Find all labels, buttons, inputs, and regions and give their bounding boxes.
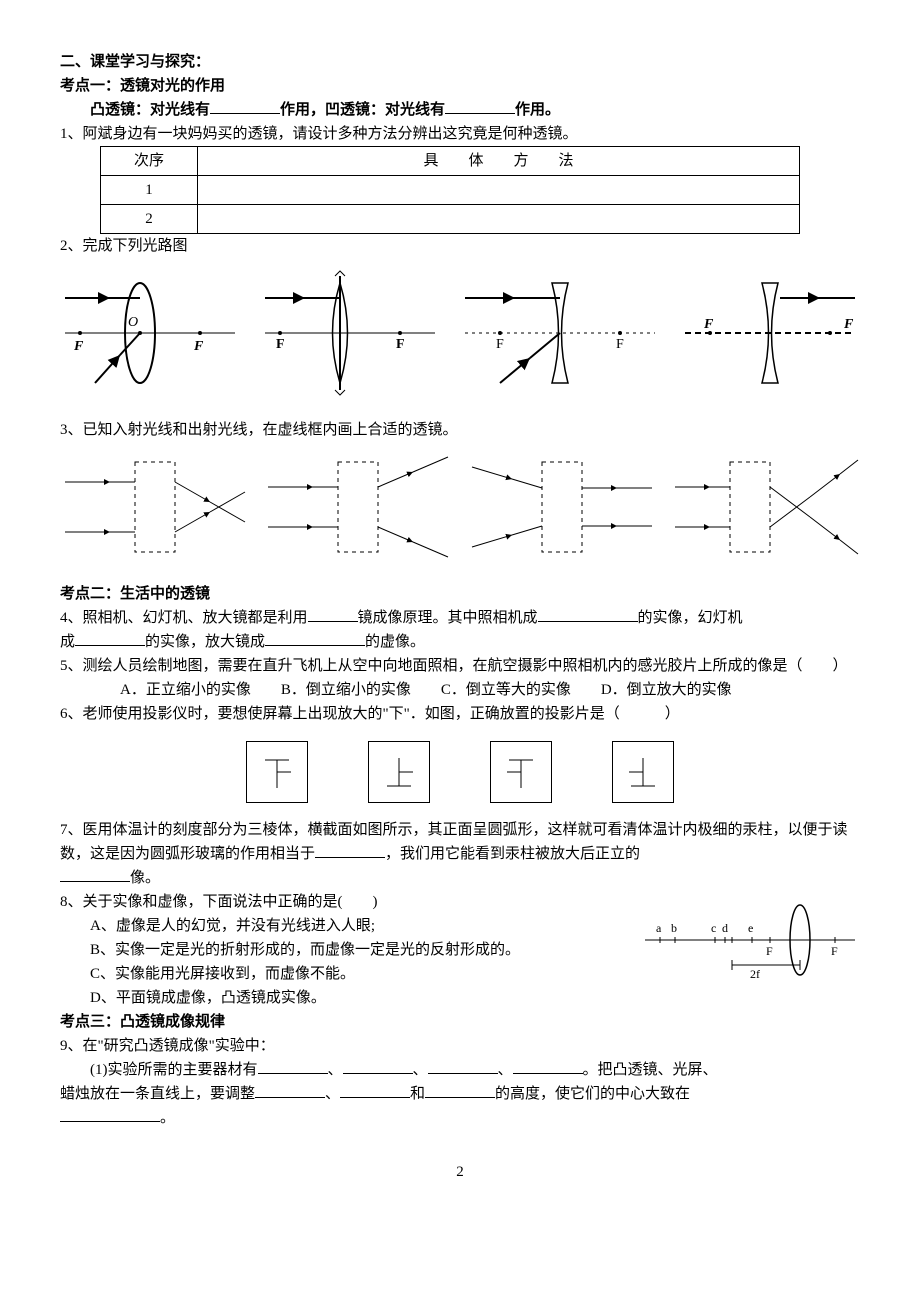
blank [75, 630, 145, 646]
q1: 1、阿斌身边有一块妈妈买的透镜，请设计多种方法分辨出这究竟是何种透镜。 [60, 122, 860, 146]
label-F: F [831, 944, 838, 958]
q7-c: 像。 [130, 870, 160, 886]
page-number: 2 [60, 1160, 860, 1184]
q5: 5、测绘人员绘制地图，需要在直升飞机上从空中向地面照相，在航空摄影中照相机内的感… [60, 654, 860, 678]
kp1-title: 考点一：透镜对光的作用 [60, 74, 860, 98]
q3-figD [670, 452, 860, 562]
q9-1e: 。把凸透镜、光屏、 [583, 1062, 718, 1078]
label-F: F [703, 317, 714, 332]
q6: 6、老师使用投影仪时，要想使屏幕上出现放大的"下"．如图，正确放置的投影片是（ … [60, 702, 860, 726]
blank [210, 98, 280, 114]
th-order: 次序 [101, 147, 198, 176]
q3: 3、已知入射光线和出射光线，在虚线框内画上合适的透镜。 [60, 418, 860, 442]
q6-opt4 [612, 741, 674, 803]
blank [258, 1058, 328, 1074]
blank [538, 606, 638, 622]
sep: 、 [325, 1086, 340, 1102]
blank [445, 98, 515, 114]
q2-fig1: O F F [60, 268, 240, 398]
sep: 和 [410, 1086, 425, 1102]
td-blank [198, 176, 800, 205]
blank [255, 1082, 325, 1098]
label-F: F [73, 339, 84, 354]
q2-fig3: F F [460, 268, 660, 398]
label-a: a [656, 921, 662, 935]
blank [343, 1058, 413, 1074]
label-O: O [128, 315, 138, 330]
kp3-title: 考点三：凸透镜成像规律 [60, 1010, 860, 1034]
blank [265, 630, 365, 646]
q2: 2、完成下列光路图 [60, 234, 860, 258]
label-F: F [766, 944, 773, 958]
label-2f: 2f [750, 967, 760, 981]
td-blank [198, 205, 800, 234]
q4-a: 4、照相机、幻灯机、放大镜都是利用 [60, 610, 308, 626]
th-method: 具 体 方 法 [198, 147, 800, 176]
sep: 、 [413, 1062, 428, 1078]
q6-opt3 [490, 741, 552, 803]
kp1-intro-a: 凸透镜：对光线有 [90, 102, 210, 118]
label-F: F [193, 339, 204, 354]
label-b: b [671, 921, 677, 935]
q4-f: 的虚像。 [365, 634, 425, 650]
q9-lens-diagram: a b c d e F F 2f [640, 890, 860, 990]
q4-e: 的实像，放大镜成 [145, 634, 265, 650]
q4-d: 成 [60, 634, 75, 650]
blank [60, 1106, 160, 1122]
q4-line2: 成 的实像，放大镜成 的虚像。 [60, 630, 860, 654]
q3-figC [467, 452, 657, 562]
q6-options [60, 741, 860, 803]
blank [428, 1058, 498, 1074]
label-F: F [276, 337, 285, 352]
blank [308, 606, 358, 622]
q2-fig4: F F [680, 268, 860, 398]
label-F: F [396, 337, 405, 352]
q6-opt2 [368, 741, 430, 803]
q9-1a: (1)实验所需的主要器材有 [90, 1062, 258, 1078]
label-F: F [616, 337, 624, 352]
q7-b: ，我们用它能看到汞柱被放大后正立的 [385, 846, 640, 862]
q9: 9、在"研究凸透镜成像"实验中： [60, 1034, 860, 1058]
q4-b: 镜成像原理。其中照相机成 [358, 610, 538, 626]
q4: 4、照相机、幻灯机、放大镜都是利用 镜成像原理。其中照相机成 的实像，幻灯机 [60, 606, 860, 630]
q3-figures [60, 452, 860, 562]
sep: 、 [328, 1062, 343, 1078]
label-F: F [843, 317, 854, 332]
label-c: c [711, 921, 716, 935]
q9-2e: 。 [160, 1110, 175, 1126]
q7-line2: 像。 [60, 866, 860, 890]
td-1: 1 [101, 176, 198, 205]
q9-2a: 蜡烛放在一条直线上，要调整 [60, 1086, 255, 1102]
method-table: 次序 具 体 方 法 1 2 [100, 146, 800, 234]
q4-c: 的实像，幻灯机 [638, 610, 743, 626]
blank [340, 1082, 410, 1098]
blank [315, 842, 385, 858]
q2-fig2: F F [260, 268, 440, 398]
blank [60, 866, 130, 882]
q2-figures: O F F F F F F F [60, 268, 860, 398]
td-2: 2 [101, 205, 198, 234]
label-e: e [748, 921, 753, 935]
q6-opt1 [246, 741, 308, 803]
blank [513, 1058, 583, 1074]
q5-opts: A．正立缩小的实像 B．倒立缩小的实像 C．倒立等大的实像 D．倒立放大的实像 [60, 678, 860, 702]
q3-figA [60, 452, 250, 562]
kp1-intro: 凸透镜：对光线有 作用，凹透镜：对光线有 作用。 [60, 98, 860, 122]
sep: 、 [498, 1062, 513, 1078]
q9-3: 。 [60, 1106, 860, 1130]
kp1-intro-c: 作用。 [515, 102, 560, 118]
blank [425, 1082, 495, 1098]
kp1-intro-b: 作用，凹透镜：对光线有 [280, 102, 445, 118]
kp2-title: 考点二：生活中的透镜 [60, 582, 860, 606]
q9-1: (1)实验所需的主要器材有 、 、 、 。把凸透镜、光屏、 [60, 1058, 860, 1082]
q7: 7、医用体温计的刻度部分为三棱体，横截面如图所示，其正面呈圆弧形，这样就可看清体… [60, 818, 860, 866]
q9-2d: 的高度，使它们的中心大致在 [495, 1086, 690, 1102]
q9-2: 蜡烛放在一条直线上，要调整 、 和 的高度，使它们的中心大致在 [60, 1082, 860, 1106]
label-d: d [722, 921, 728, 935]
label-F: F [496, 337, 504, 352]
q3-figB [263, 452, 453, 562]
section-title: 二、课堂学习与探究： [60, 50, 860, 74]
